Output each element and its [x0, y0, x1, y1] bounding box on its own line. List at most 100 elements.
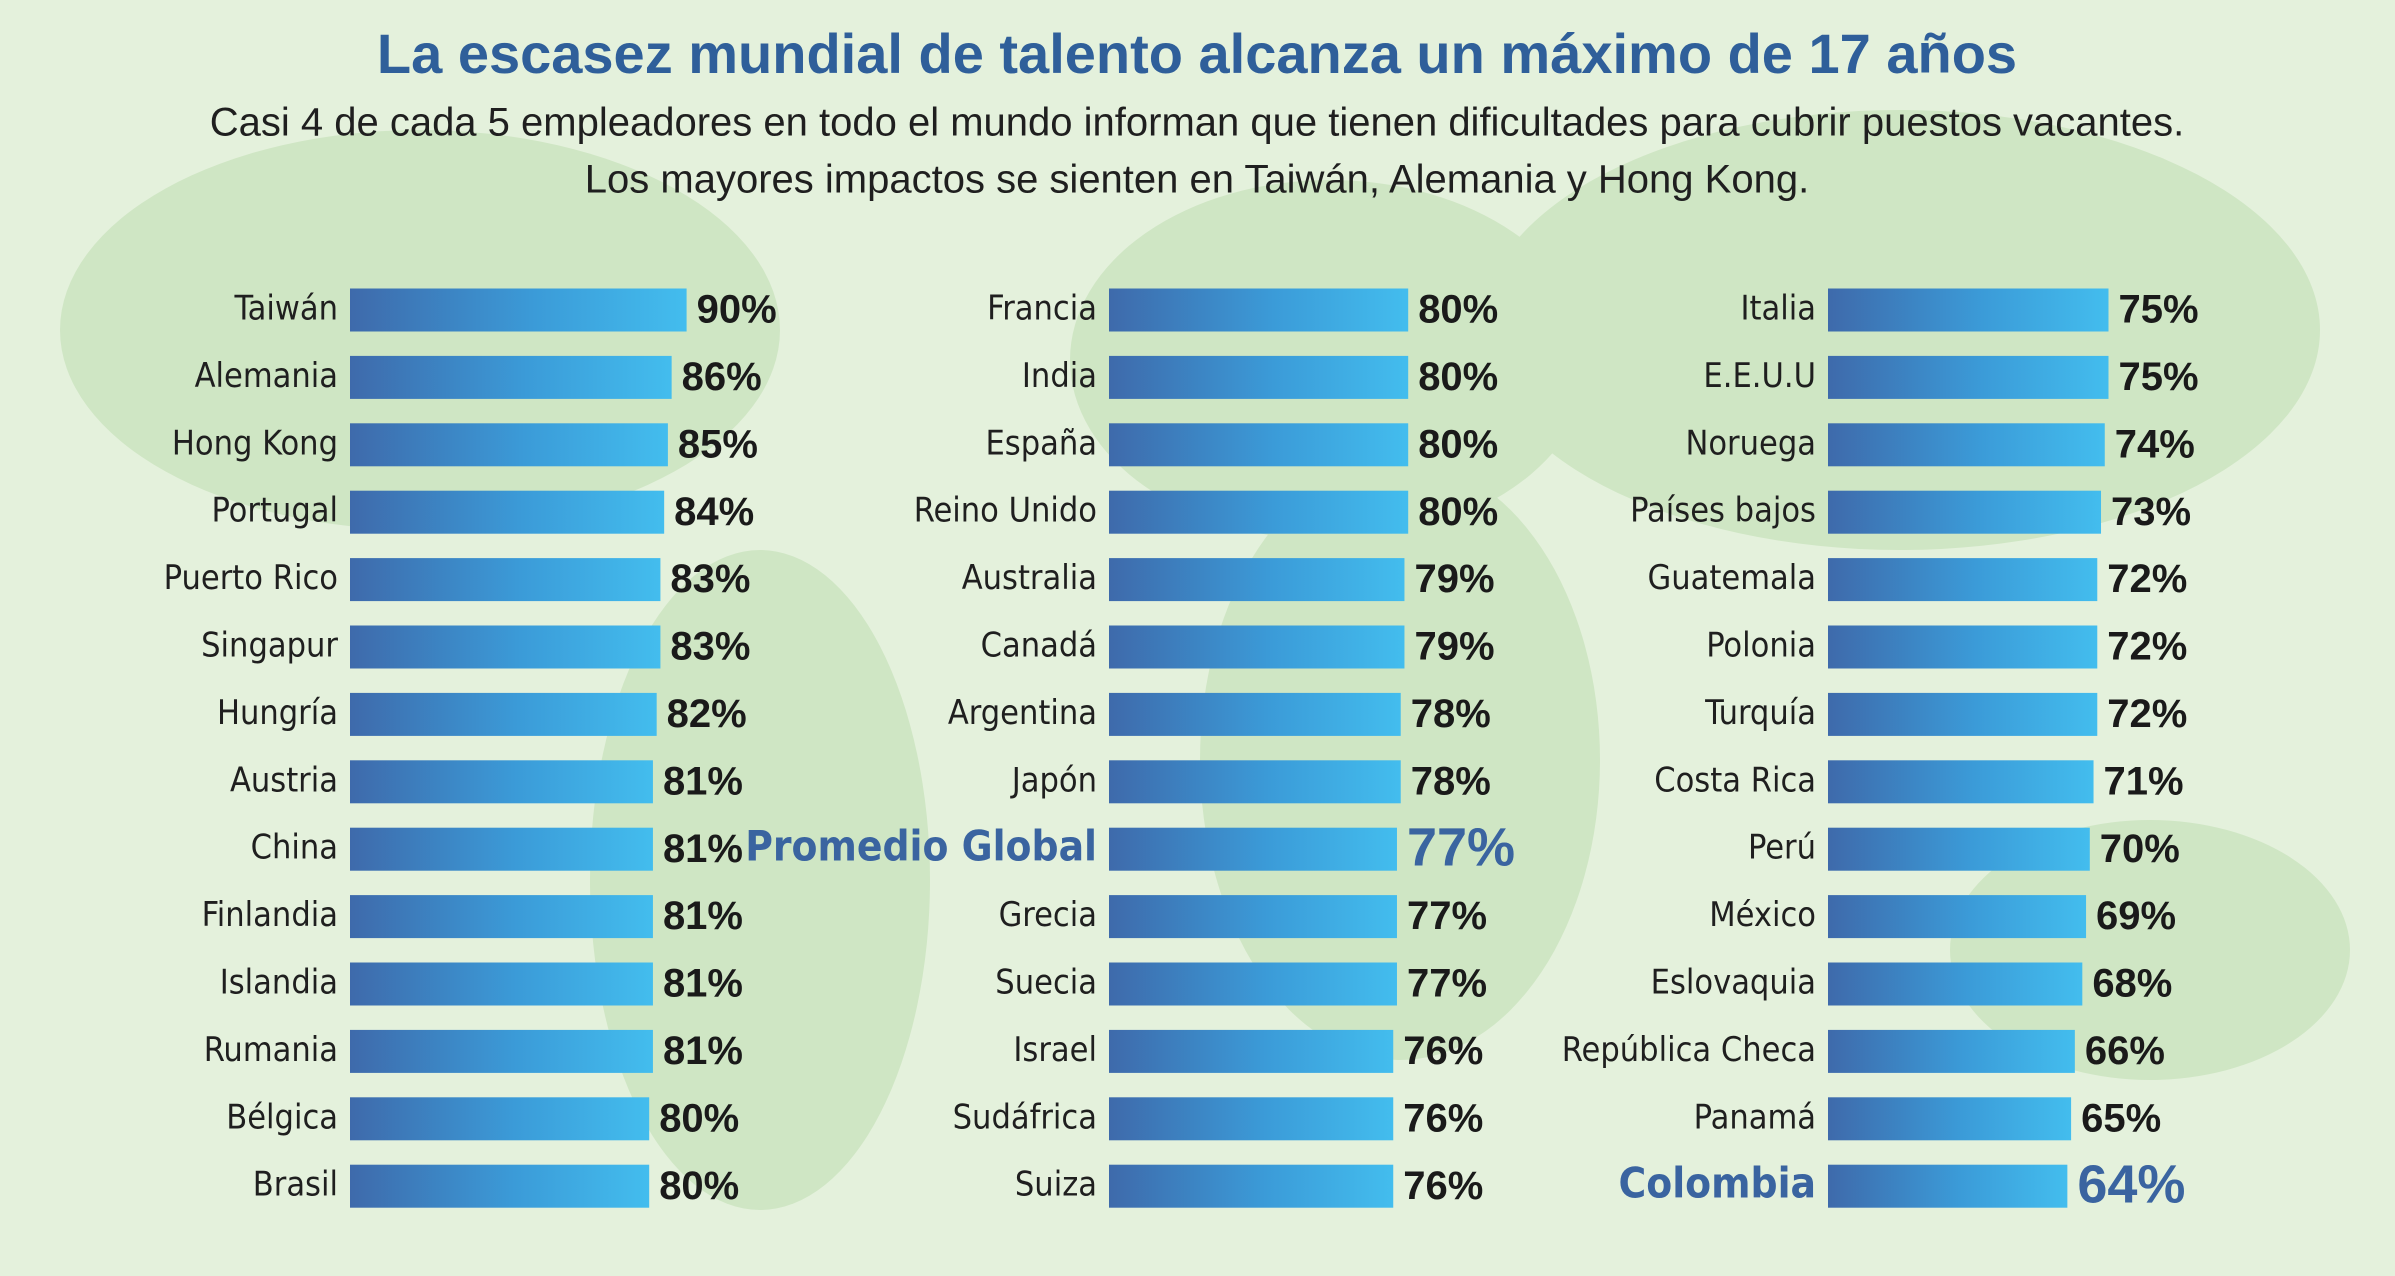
bar: [1828, 692, 2098, 736]
bar: [1109, 355, 1409, 399]
bar: [1109, 1097, 1394, 1141]
subtitle: Los mayores impactos se sienten en Taiwá…: [585, 158, 1809, 202]
value-label: 86%: [682, 355, 762, 399]
value-label: 72%: [2107, 625, 2187, 669]
bar: [1828, 355, 2109, 399]
bar: [350, 1097, 650, 1141]
bar: [1109, 895, 1397, 939]
category-label: China: [251, 828, 338, 868]
value-label: 65%: [2081, 1096, 2161, 1140]
value-label: 78%: [1411, 692, 1491, 736]
bar: [350, 1029, 653, 1073]
value-label: 81%: [663, 962, 743, 1006]
bar: [1828, 962, 2083, 1006]
value-label: 80%: [659, 1164, 739, 1208]
value-label: 77%: [1407, 817, 1515, 877]
value-label: 83%: [670, 625, 750, 669]
category-label: Promedio Global: [745, 822, 1097, 871]
category-label: Reino Unido: [914, 491, 1097, 531]
value-label: 84%: [674, 490, 754, 534]
category-label: Colombia: [1619, 1159, 1816, 1208]
value-label: 82%: [667, 692, 747, 736]
bar: [350, 288, 687, 332]
category-label: Sudáfrica: [953, 1097, 1097, 1137]
category-label: Puerto Rico: [164, 558, 338, 598]
value-label: 81%: [663, 894, 743, 938]
category-label: Grecia: [999, 895, 1097, 935]
value-label: 80%: [1418, 422, 1498, 466]
value-label: 80%: [1418, 490, 1498, 534]
value-label: 78%: [1411, 759, 1491, 803]
bar: [1828, 490, 2102, 534]
category-label: Canadá: [981, 626, 1097, 666]
value-label: 64%: [2077, 1154, 2185, 1214]
value-label: 66%: [2085, 1029, 2165, 1073]
value-label: 85%: [678, 422, 758, 466]
category-label: Brasil: [253, 1165, 338, 1205]
bar: [1828, 1029, 2075, 1073]
value-label: 71%: [2104, 759, 2184, 803]
value-label: 77%: [1407, 962, 1487, 1006]
bar: [1828, 625, 2098, 669]
bar: [1109, 827, 1397, 871]
category-label: India: [1022, 356, 1097, 396]
category-label: Austria: [230, 760, 338, 800]
category-label: España: [985, 423, 1097, 463]
bar: [350, 355, 672, 399]
category-label: Japón: [1010, 760, 1097, 800]
value-label: 76%: [1403, 1164, 1483, 1208]
category-label: Bélgica: [226, 1097, 338, 1137]
category-label: Eslovaquia: [1651, 963, 1816, 1003]
bar: [1828, 558, 2098, 602]
category-label: Australia: [962, 558, 1097, 598]
bar: [1828, 423, 2105, 467]
category-label: Perú: [1748, 828, 1816, 868]
bar: [1109, 1164, 1394, 1208]
value-label: 80%: [1418, 355, 1498, 399]
bar: [1109, 288, 1409, 332]
category-label: México: [1709, 895, 1816, 935]
value-label: 75%: [2119, 288, 2199, 332]
bar: [350, 827, 653, 871]
value-label: 81%: [663, 827, 743, 871]
bar: [350, 692, 657, 736]
category-label: Países bajos: [1630, 491, 1816, 531]
value-label: 90%: [697, 288, 777, 332]
category-label: República Checa: [1562, 1030, 1816, 1070]
category-label: Singapur: [201, 626, 338, 666]
category-label: Portugal: [211, 491, 338, 531]
bar: [1828, 827, 2090, 871]
bar: [1109, 760, 1401, 804]
bar: [1828, 760, 2094, 804]
value-label: 81%: [663, 759, 743, 803]
category-label: Suecia: [995, 963, 1097, 1003]
value-label: 74%: [2115, 422, 2195, 466]
bar: [1109, 962, 1397, 1006]
category-label: Panamá: [1694, 1097, 1816, 1137]
bar: [350, 558, 661, 602]
value-label: 70%: [2100, 827, 2180, 871]
bar: [1828, 1164, 2068, 1208]
bar: [1109, 1029, 1394, 1073]
bar: [350, 625, 661, 669]
bar: [350, 962, 653, 1006]
category-label: Finlandia: [202, 895, 338, 935]
value-label: 81%: [663, 1029, 743, 1073]
category-label: Noruega: [1685, 423, 1816, 463]
category-label: Italia: [1741, 289, 1817, 329]
value-label: 68%: [2092, 962, 2172, 1006]
value-label: 76%: [1403, 1029, 1483, 1073]
bar: [1109, 423, 1409, 467]
value-label: 83%: [670, 557, 750, 601]
value-label: 80%: [1418, 288, 1498, 332]
value-label: 69%: [2096, 894, 2176, 938]
category-label: Suiza: [1015, 1165, 1097, 1205]
category-label: Costa Rica: [1654, 760, 1816, 800]
bar: [1828, 288, 2109, 332]
value-label: 77%: [1407, 894, 1487, 938]
bar: [1109, 625, 1405, 669]
category-label: Rumania: [204, 1030, 338, 1070]
category-label: Hungría: [217, 693, 338, 733]
